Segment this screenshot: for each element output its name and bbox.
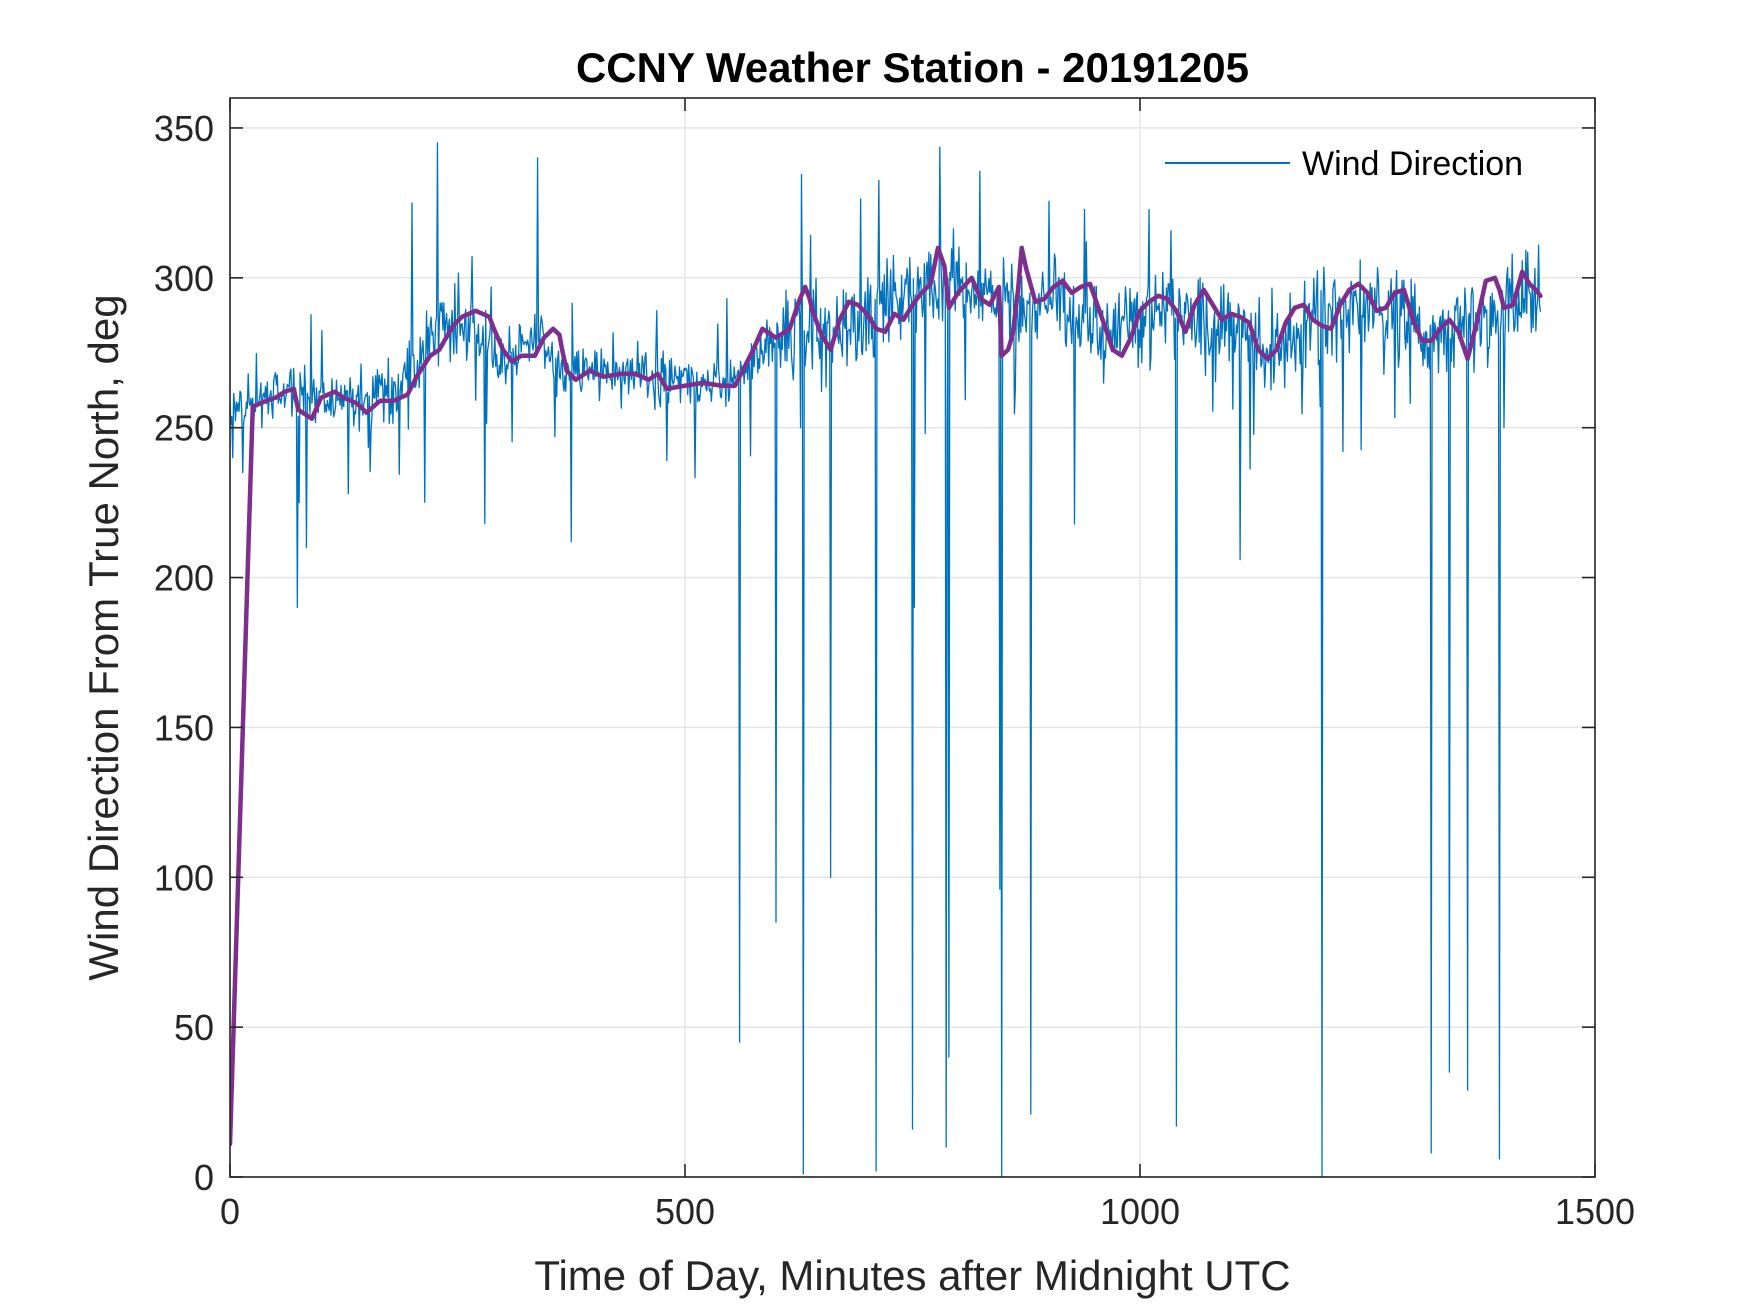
plot-area <box>230 142 1543 1177</box>
y-tick-label: 200 <box>154 558 214 599</box>
chart-title: CCNY Weather Station - 20191205 <box>576 44 1249 91</box>
series-line-smoothed <box>230 245 1543 1147</box>
legend: Wind Direction <box>1155 138 1575 192</box>
y-tick-label: 100 <box>154 857 214 898</box>
legend-box <box>1155 138 1575 192</box>
y-tick-label: 250 <box>154 408 214 449</box>
x-tick-label: 1000 <box>1100 1191 1180 1232</box>
grid-lines <box>229 98 1596 1178</box>
y-axis-label: Wind Direction From True North, deg <box>80 294 127 980</box>
y-tick-label: 50 <box>174 1007 214 1048</box>
y-tick-label: 350 <box>154 108 214 149</box>
y-tick-label: 300 <box>154 258 214 299</box>
legend-entry-wind-direction: Wind Direction <box>1302 145 1523 183</box>
y-tick-label: 150 <box>154 707 214 748</box>
x-tick-label: 500 <box>655 1191 715 1232</box>
x-tick-label: 1500 <box>1555 1191 1635 1232</box>
axes-box <box>229 97 1596 1178</box>
series-line-wind-direction <box>230 142 1542 1177</box>
y-tick-label: 0 <box>194 1157 214 1198</box>
x-tick-label: 0 <box>220 1191 240 1232</box>
axis-ticks: 0 500 1000 1500 0 50 100 150 200 250 300 350 <box>154 98 1635 1232</box>
x-axis-label: Time of Day, Minutes after Midnight UTC <box>534 1252 1290 1299</box>
